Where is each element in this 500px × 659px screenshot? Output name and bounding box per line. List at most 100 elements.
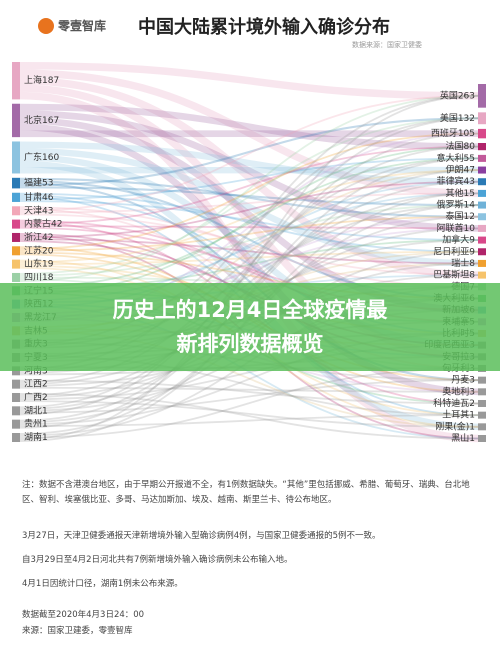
node-label: 福建53 bbox=[24, 177, 53, 189]
node-label: 伊朗47 bbox=[446, 164, 475, 176]
node-bar bbox=[12, 419, 20, 429]
node-label: 内蒙古42 bbox=[24, 218, 62, 230]
flow bbox=[19, 392, 479, 440]
flow bbox=[19, 215, 479, 252]
sankey-chart: 上海187 北京167 广东160 福建53 甘肃46 天津43 内蒙古42浙江42江苏20… bbox=[12, 62, 486, 444]
note: 3月27日，天津卫健委通报天津新增境外输入型确诊病例4例，与国家卫健委通报的5例… bbox=[22, 531, 381, 541]
node-bar bbox=[478, 388, 486, 396]
flow bbox=[19, 145, 479, 226]
node-label: 四川18 bbox=[24, 273, 54, 283]
node-label: 湖南1 bbox=[24, 431, 48, 443]
flow bbox=[19, 147, 479, 267]
node-bar bbox=[478, 178, 486, 186]
node-bar bbox=[478, 189, 486, 197]
node-bar bbox=[12, 219, 20, 229]
node-bar bbox=[478, 236, 486, 244]
banner-line: 历史上的12月4日全球疫情最 bbox=[112, 298, 388, 322]
node-label: 科特迪瓦2 bbox=[433, 397, 475, 409]
logo-mark bbox=[38, 18, 54, 34]
node-label: 英国263 bbox=[440, 89, 475, 101]
node-label: 意大利55 bbox=[437, 152, 475, 164]
node-bar bbox=[478, 248, 486, 256]
flow bbox=[19, 238, 479, 265]
node-bar bbox=[478, 166, 486, 174]
flow bbox=[19, 186, 479, 207]
flow bbox=[19, 157, 479, 289]
node-bar bbox=[478, 213, 486, 221]
node-label: 湖北1 bbox=[24, 405, 48, 416]
flow bbox=[19, 62, 479, 100]
flow bbox=[19, 117, 479, 275]
node-label: 贵州1 bbox=[24, 418, 48, 430]
flow bbox=[19, 367, 479, 439]
brand: 零壹智库 bbox=[58, 19, 107, 33]
flow bbox=[19, 379, 479, 414]
flow bbox=[19, 157, 479, 201]
node-bar bbox=[478, 154, 486, 162]
flow bbox=[19, 213, 479, 276]
flow bbox=[19, 192, 479, 214]
node-label: 土耳其1 bbox=[442, 409, 475, 421]
node-bar bbox=[12, 103, 20, 138]
node-label: 法国80 bbox=[446, 140, 476, 152]
node-label: 西班牙105 bbox=[431, 127, 475, 139]
flow bbox=[19, 386, 479, 393]
flow bbox=[19, 117, 479, 416]
flow bbox=[19, 414, 479, 427]
node-label: 甘肃46 bbox=[24, 191, 54, 203]
flow bbox=[19, 169, 479, 264]
node-label: 其他15 bbox=[446, 187, 475, 199]
node-label: 江苏20 bbox=[24, 244, 54, 256]
flow bbox=[19, 180, 479, 239]
node-bar bbox=[12, 206, 20, 216]
node-bar bbox=[12, 141, 20, 174]
node-bar bbox=[12, 406, 20, 416]
flow bbox=[19, 204, 479, 277]
node-label: 瑞士8 bbox=[451, 257, 475, 269]
node-bar bbox=[478, 224, 486, 232]
node-label: 浙江42 bbox=[24, 231, 53, 243]
banner: 历史上的12月4日全球疫情最 新排列数据概览 bbox=[0, 283, 500, 371]
node-bar bbox=[478, 128, 486, 139]
node-bar bbox=[12, 246, 20, 256]
node-label: 奥地利3 bbox=[442, 385, 475, 397]
flow bbox=[19, 76, 479, 279]
node-bar bbox=[12, 433, 20, 442]
flow bbox=[19, 110, 479, 232]
footer: 数据截至2020年4月3日24：00 bbox=[22, 610, 145, 620]
flow bbox=[19, 103, 479, 150]
flow bbox=[19, 94, 479, 441]
node-label: 美国132 bbox=[440, 112, 475, 124]
node-bar bbox=[12, 192, 20, 202]
node-bar bbox=[12, 379, 20, 389]
node-bar bbox=[478, 112, 486, 125]
node-bar bbox=[478, 399, 486, 407]
node-label: 加拿大9 bbox=[442, 234, 475, 246]
node-label: 丹麦3 bbox=[451, 374, 475, 386]
node-bar bbox=[12, 272, 20, 282]
node-label: 上海187 bbox=[24, 74, 59, 86]
node-label: 巴基斯坦8 bbox=[433, 269, 475, 281]
node-label: 尼日利亚9 bbox=[433, 245, 475, 257]
node-bar bbox=[12, 232, 20, 242]
node-label: 菲律宾43 bbox=[437, 175, 475, 187]
flow bbox=[19, 250, 479, 266]
flow bbox=[19, 400, 479, 428]
flow bbox=[19, 206, 479, 288]
flow bbox=[19, 132, 479, 409]
node-label: 阿联酋10 bbox=[437, 222, 476, 234]
flow bbox=[19, 200, 479, 242]
flow bbox=[19, 69, 479, 198]
footer: 来源：国家卫建委，零壹智库 bbox=[22, 626, 133, 636]
flow bbox=[19, 225, 479, 230]
node-bar bbox=[478, 271, 486, 279]
subtitle: 数据来源：国家卫健委 bbox=[352, 41, 422, 49]
flow bbox=[19, 117, 479, 187]
flow bbox=[19, 94, 479, 282]
node-bar bbox=[12, 62, 20, 100]
node-bar bbox=[478, 411, 486, 419]
flow bbox=[19, 123, 479, 396]
node-label: 刚果(金)1 bbox=[435, 420, 475, 432]
flow bbox=[19, 379, 479, 405]
